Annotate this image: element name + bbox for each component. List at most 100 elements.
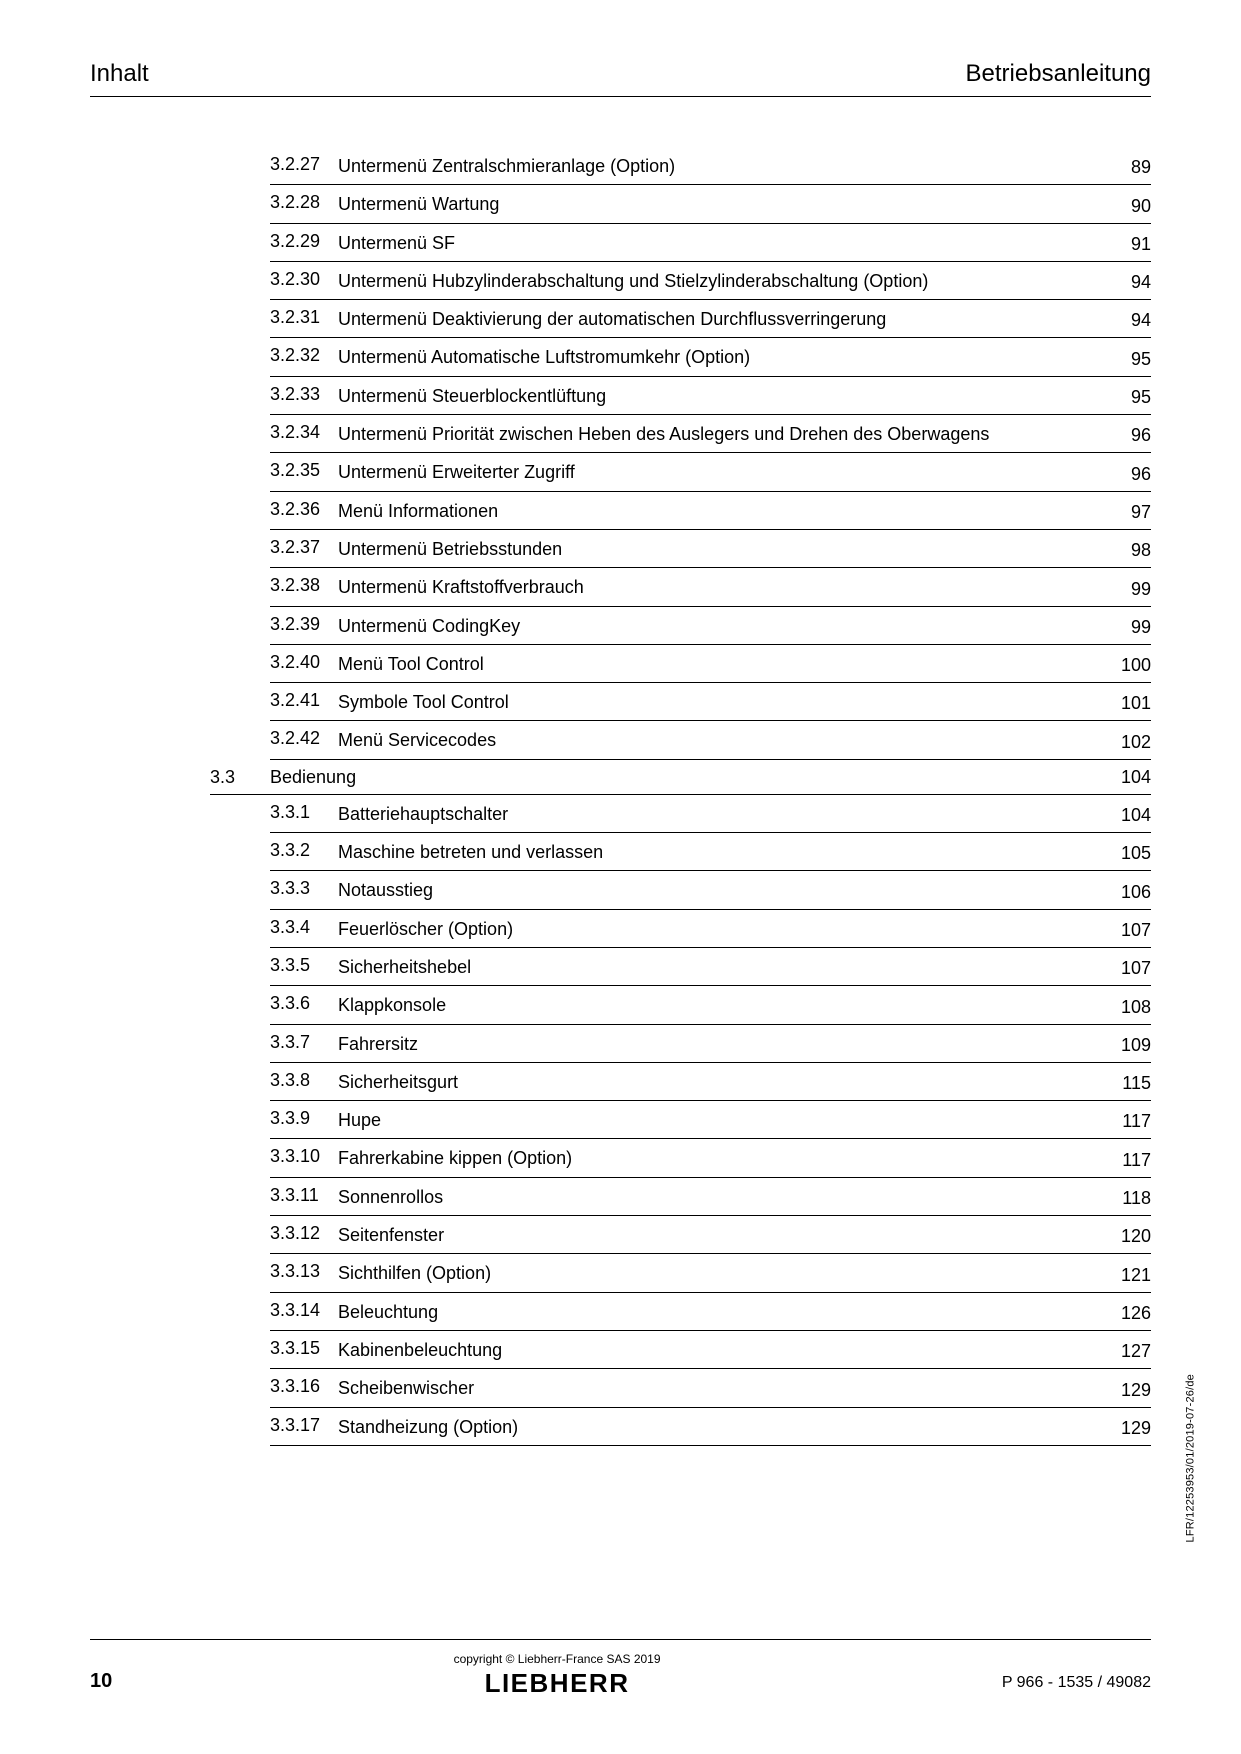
toc-entry-number: 3.3.5 bbox=[270, 955, 338, 976]
toc-entry-title: Notausstieg bbox=[338, 878, 1101, 902]
toc-entry-number: 3.3.6 bbox=[270, 993, 338, 1014]
toc-entry-title: Symbole Tool Control bbox=[338, 690, 1101, 714]
toc-entry-number: 3.2.29 bbox=[270, 231, 338, 252]
toc-entry-title: Standheizung (Option) bbox=[338, 1415, 1101, 1439]
toc-row: 3.3.9Hupe117 bbox=[270, 1101, 1151, 1139]
toc-entry-page: 121 bbox=[1101, 1265, 1151, 1286]
toc-entry-page: 117 bbox=[1101, 1111, 1151, 1132]
toc-entry-title: Beleuchtung bbox=[338, 1300, 1101, 1324]
toc-row: 3.2.27Untermenü Zentralschmieranlage (Op… bbox=[270, 147, 1151, 185]
toc-entry-number: 3.3.2 bbox=[270, 840, 338, 861]
toc-section-page: 104 bbox=[1101, 767, 1151, 788]
toc-entry-title: Feuerlöscher (Option) bbox=[338, 917, 1101, 941]
toc-entry-number: 3.3.13 bbox=[270, 1261, 338, 1282]
toc-entry-title: Untermenü Zentralschmieranlage (Option) bbox=[338, 154, 1101, 178]
toc-entry-page: 118 bbox=[1101, 1188, 1151, 1209]
toc-entry-page: 95 bbox=[1101, 387, 1151, 408]
toc-entry-number: 3.3.14 bbox=[270, 1300, 338, 1321]
toc-entry-page: 115 bbox=[1101, 1073, 1151, 1094]
toc-entry-number: 3.2.33 bbox=[270, 384, 338, 405]
toc-row: 3.3.17Standheizung (Option)129 bbox=[270, 1408, 1151, 1446]
toc-entry-page: 94 bbox=[1101, 310, 1151, 331]
toc-entry-number: 3.2.27 bbox=[270, 154, 338, 175]
toc-row: 3.3.10Fahrerkabine kippen (Option)117 bbox=[270, 1139, 1151, 1177]
toc-entry-title: Menü Tool Control bbox=[338, 652, 1101, 676]
toc-entry-title: Untermenü Deaktivierung der automatische… bbox=[338, 307, 1101, 331]
toc-entry-number: 3.3.16 bbox=[270, 1376, 338, 1397]
toc-entry-page: 99 bbox=[1101, 579, 1151, 600]
toc-entry-title: Untermenü Erweiterter Zugriff bbox=[338, 460, 1101, 484]
toc-entry-title: Sicherheitsgurt bbox=[338, 1070, 1101, 1094]
toc-entry-title: Fahrersitz bbox=[338, 1032, 1101, 1056]
toc-entry-number: 3.3.12 bbox=[270, 1223, 338, 1244]
toc-entry-page: 97 bbox=[1101, 502, 1151, 523]
toc-entry-page: 127 bbox=[1101, 1341, 1151, 1362]
toc-entry-page: 117 bbox=[1101, 1150, 1151, 1171]
toc-entry-number: 3.2.42 bbox=[270, 728, 338, 749]
toc-entry-page: 109 bbox=[1101, 1035, 1151, 1056]
toc-entry-title: Untermenü CodingKey bbox=[338, 614, 1101, 638]
toc-entry-title: Untermenü SF bbox=[338, 231, 1101, 255]
toc-entry-title: Untermenü Kraftstoffverbrauch bbox=[338, 575, 1101, 599]
toc-entry-number: 3.2.36 bbox=[270, 499, 338, 520]
toc-row: 3.3.16Scheibenwischer129 bbox=[270, 1369, 1151, 1407]
toc-entry-page: 89 bbox=[1101, 157, 1151, 178]
toc-entry-number: 3.3.10 bbox=[270, 1146, 338, 1167]
toc-row: 3.2.29Untermenü SF91 bbox=[270, 224, 1151, 262]
toc-row: 3.2.34Untermenü Priorität zwischen Heben… bbox=[270, 415, 1151, 453]
toc-entry-title: Batteriehauptschalter bbox=[338, 802, 1101, 826]
toc-entry-title: Menü Informationen bbox=[338, 499, 1101, 523]
toc-row: 3.3.1Batteriehauptschalter104 bbox=[270, 795, 1151, 833]
toc-entry-number: 3.2.40 bbox=[270, 652, 338, 673]
toc-row: 3.3.13Sichthilfen (Option)121 bbox=[270, 1254, 1151, 1292]
toc-row: 3.2.32Untermenü Automatische Luftstromum… bbox=[270, 338, 1151, 376]
header-left-title: Inhalt bbox=[90, 60, 149, 88]
toc-entry-title: Untermenü Priorität zwischen Heben des A… bbox=[338, 422, 1101, 446]
footer-copyright: copyright © Liebherr-France SAS 2019 bbox=[112, 1652, 1002, 1666]
toc-entry-page: 120 bbox=[1101, 1226, 1151, 1247]
footer-inner: 10 copyright © Liebherr-France SAS 2019 … bbox=[90, 1652, 1151, 1699]
toc-entry-page: 99 bbox=[1101, 617, 1151, 638]
toc-entry-number: 3.3.9 bbox=[270, 1108, 338, 1129]
toc-row: 3.2.41Symbole Tool Control101 bbox=[270, 683, 1151, 721]
toc-entry-number: 3.2.35 bbox=[270, 460, 338, 481]
toc-entry-page: 106 bbox=[1101, 882, 1151, 903]
toc-row: 3.3.2Maschine betreten und verlassen105 bbox=[270, 833, 1151, 871]
toc-row: 3.2.38Untermenü Kraftstoffverbrauch99 bbox=[270, 568, 1151, 606]
toc-entry-title: Fahrerkabine kippen (Option) bbox=[338, 1146, 1101, 1170]
toc-entry-title: Untermenü Betriebsstunden bbox=[338, 537, 1101, 561]
toc-entry-page: 101 bbox=[1101, 693, 1151, 714]
page-container: Inhalt Betriebsanleitung 3.2.27Untermenü… bbox=[0, 0, 1241, 1754]
toc-entry-number: 3.3.4 bbox=[270, 917, 338, 938]
toc-entry-number: 3.2.31 bbox=[270, 307, 338, 328]
toc-entry-number: 3.3.3 bbox=[270, 878, 338, 899]
toc-entry-title: Maschine betreten und verlassen bbox=[338, 840, 1101, 864]
toc-row: 3.2.35Untermenü Erweiterter Zugriff96 bbox=[270, 453, 1151, 491]
toc-row: 3.3.3Notausstieg106 bbox=[270, 871, 1151, 909]
toc-entry-number: 3.2.30 bbox=[270, 269, 338, 290]
footer-doc-id: P 966 - 1535 / 49082 bbox=[1002, 1652, 1151, 1692]
toc-entry-title: Seitenfenster bbox=[338, 1223, 1101, 1247]
toc-entry-page: 107 bbox=[1101, 920, 1151, 941]
toc-entry-page: 108 bbox=[1101, 997, 1151, 1018]
toc-entry-number: 3.2.28 bbox=[270, 192, 338, 213]
footer-logo: LIEBHERR bbox=[112, 1668, 1002, 1699]
toc-row: 3.2.40Menü Tool Control100 bbox=[270, 645, 1151, 683]
toc-entry-page: 98 bbox=[1101, 540, 1151, 561]
toc-entry-page: 100 bbox=[1101, 655, 1151, 676]
toc-entry-title: Scheibenwischer bbox=[338, 1376, 1101, 1400]
toc-row: 3.3.12Seitenfenster120 bbox=[270, 1216, 1151, 1254]
toc-entry-number: 3.2.41 bbox=[270, 690, 338, 711]
toc-entry-page: 94 bbox=[1101, 272, 1151, 293]
toc-entry-page: 91 bbox=[1101, 234, 1151, 255]
header-right-title: Betriebsanleitung bbox=[966, 60, 1151, 88]
footer-page-number: 10 bbox=[90, 1652, 112, 1693]
toc-row: 3.2.30Untermenü Hubzylinderabschaltung u… bbox=[270, 262, 1151, 300]
toc-row: 3.2.36Menü Informationen97 bbox=[270, 492, 1151, 530]
toc-entry-number: 3.3.7 bbox=[270, 1032, 338, 1053]
toc-entry-number: 3.2.32 bbox=[270, 345, 338, 366]
toc-entry-title: Untermenü Wartung bbox=[338, 192, 1101, 216]
toc-entry-title: Untermenü Steuerblockentlüftung bbox=[338, 384, 1101, 408]
toc-row: 3.2.37Untermenü Betriebsstunden98 bbox=[270, 530, 1151, 568]
toc-entry-number: 3.2.38 bbox=[270, 575, 338, 596]
